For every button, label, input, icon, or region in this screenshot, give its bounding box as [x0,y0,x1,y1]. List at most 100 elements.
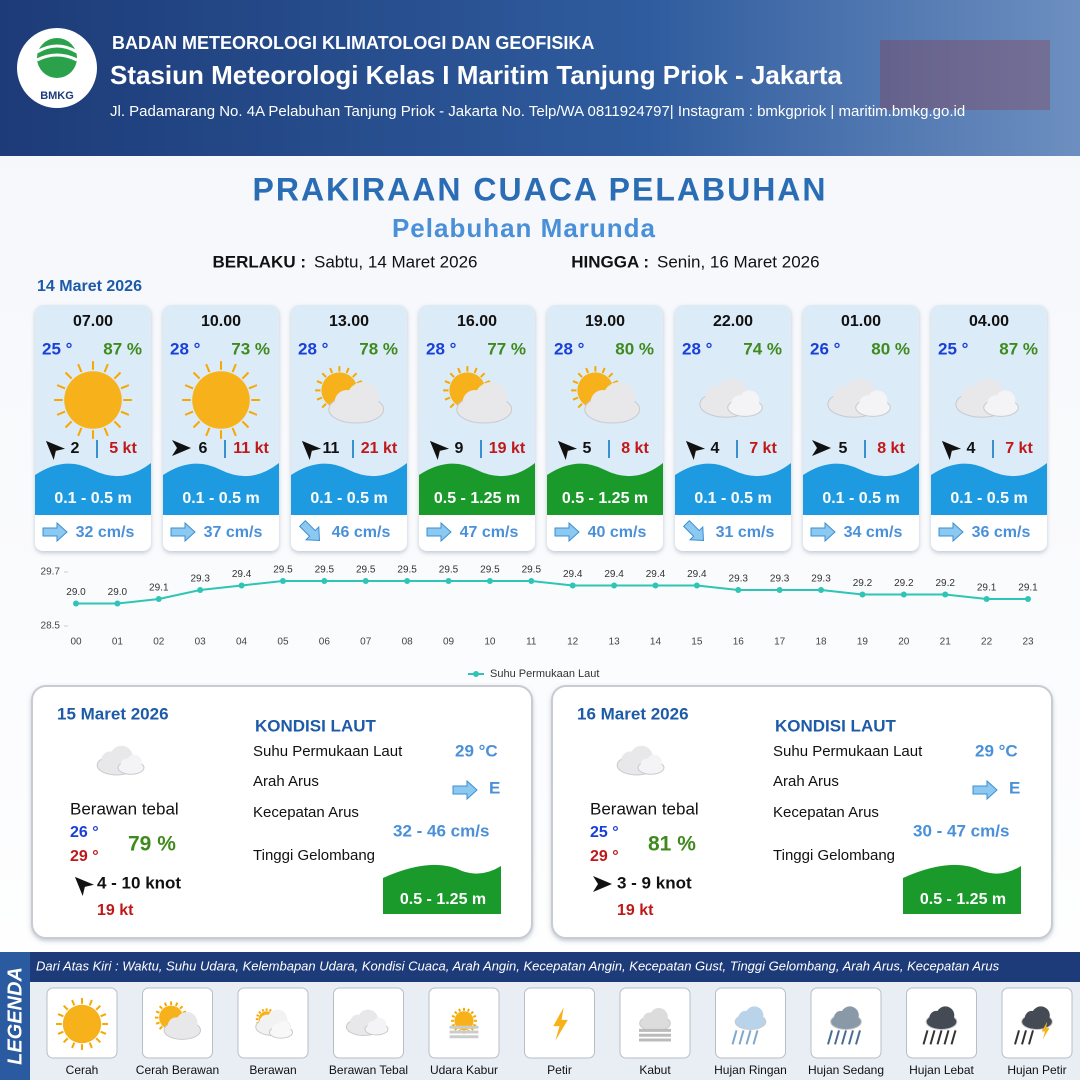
sun-ray [601,367,606,374]
x-tick-label: 16 [733,637,745,648]
x-tick-label: 19 [857,637,869,648]
legend-label: Hujan Lebat [909,1063,974,1077]
sun-ray [179,1005,184,1010]
sun-ray [184,384,194,390]
sun-ray [248,384,258,390]
wave-height: 0.1 - 0.5 m [54,490,131,507]
title: PRAKIRAAN CUACA PELABUHAN [252,171,827,207]
sun-ray [103,363,109,373]
point [818,587,825,593]
weather-icon [1014,1006,1053,1045]
sun-ray [449,403,455,409]
rain [950,1030,957,1045]
wave [383,864,501,914]
humidity: 79 % [128,833,176,856]
current-arrow [426,521,452,543]
current-arrow [938,521,964,543]
point [73,600,79,607]
legend-label: Petir [547,1063,572,1077]
sun-ray [174,1002,179,1007]
sun-ray [241,371,250,380]
legend-item: Hujan Lebat [906,987,977,1077]
time: 22.00 [713,313,753,330]
wave [903,864,1021,914]
weather-icon [315,366,385,424]
weather-icon [154,1001,202,1040]
logo-text: BMKG [40,90,74,102]
rain [834,1030,840,1045]
sun-ray [444,396,451,401]
time: 01.00 [841,313,881,330]
value-label: 29.4 [604,569,624,580]
point [735,587,742,593]
wave-height: 0.1 - 0.5 m [822,490,899,507]
sun-ray [205,363,211,373]
sun-ray [451,1023,456,1027]
x-tick-label: 03 [195,637,207,648]
current-speed: 32 cm/s [76,524,135,541]
sun-ray [612,380,619,385]
wind-speed: 9 [455,440,464,457]
wind-arrow [685,440,706,461]
sun-ray [268,1008,272,1012]
validity-to: Senin, 16 Maret 2026 [657,252,820,271]
wind-arrow [172,440,191,456]
point [362,578,369,584]
legend-side [0,952,30,1080]
legend-label: Cerah [66,1063,99,1077]
weather-icon [827,378,891,418]
wind-arrow [593,876,612,892]
cloud [459,399,510,422]
x-tick-label: 15 [691,637,703,648]
sun-ray [192,371,201,380]
sun-ray [158,1005,163,1010]
value-label: 29.2 [853,578,873,589]
legend-label: Hujan Ringan [714,1063,787,1077]
wave-height: 0.1 - 0.5 m [310,490,387,507]
sun-ray [316,380,323,385]
validity-label: HINGGA : [571,252,649,271]
sun-ray [205,427,211,437]
wave-height: 0.1 - 0.5 m [694,490,771,507]
sun-ray [192,420,201,429]
x-tick-label: 14 [650,637,662,648]
rain [1014,1030,1020,1045]
sun-ray [261,1008,265,1012]
cloud [165,1023,200,1039]
legend-label: Cerah Berawan [136,1063,219,1077]
row-label: Suhu Permukaan Laut [253,743,403,760]
point [983,596,990,602]
temperature: 28 ° [682,339,713,358]
current-arrow [972,779,998,801]
legend-label: Suhu Permukaan Laut [490,668,599,680]
sun-ray [103,427,109,437]
validity-from: Sabtu, 14 Maret 2026 [314,252,478,271]
row-label: Arah Arus [253,773,319,790]
rain [1028,1030,1034,1045]
legend-marker [473,671,479,677]
point [279,578,286,584]
current-speed: 36 cm/s [972,524,1031,541]
sun-ray [472,1023,477,1027]
address: Jl. Padamarang No. 4A Pelabuhan Tanjung … [110,103,965,120]
value-label: 29.4 [232,569,252,580]
legend-title: LEGENDA [4,967,26,1065]
value-label: 29.2 [935,578,955,589]
weather-icon [96,745,145,776]
current-speed: 34 cm/s [844,524,903,541]
subtitle: Pelabuhan Marunda [392,213,656,243]
wind-speed: 5 [583,440,592,457]
legend-label: Berawan [249,1063,296,1077]
temp-min: 25 ° [590,824,619,841]
point [114,600,121,607]
row-label: Tinggi Gelombang [253,847,375,864]
sun-ray [577,403,583,409]
wave [931,463,1047,515]
humidity: 74 % [743,339,782,358]
value-label: 29.5 [315,565,335,576]
wave [547,463,663,515]
sun-ray [182,1010,187,1014]
sun-ray [454,1010,458,1015]
